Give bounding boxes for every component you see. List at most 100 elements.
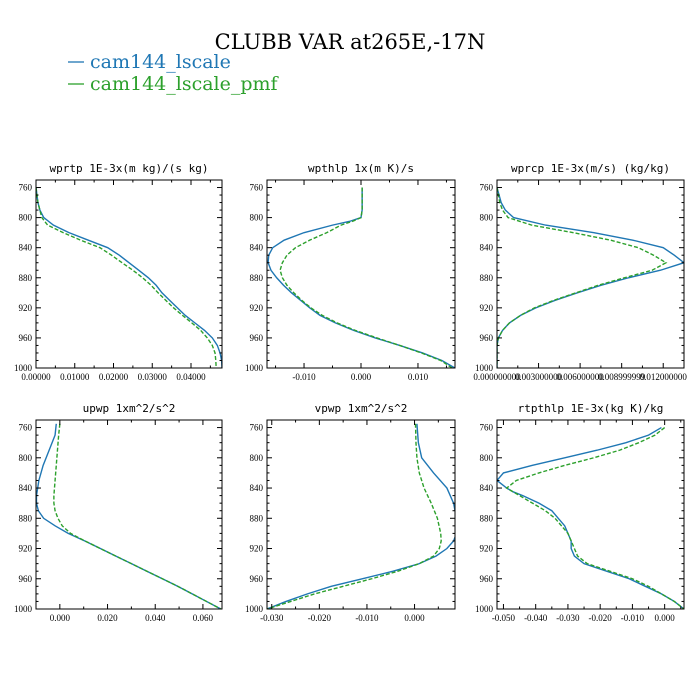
y-tick-label: 920 [19, 544, 33, 554]
series-line-lscale-pmf [36, 187, 217, 368]
series-line-lscale-pmf [497, 187, 668, 368]
legend: cam144_lscale cam144_lscale_pmf [68, 51, 280, 95]
plot-frame [496, 179, 685, 369]
y-tick-label: 800 [480, 213, 494, 223]
y-tick-label: 840 [19, 483, 33, 493]
x-tick-label: 0.060 [193, 613, 214, 623]
series-line-lscale [36, 187, 222, 368]
x-tick-label: 0.000 [351, 372, 372, 382]
y-tick-label: 800 [19, 213, 33, 223]
x-tick-label: 0.03000 [138, 372, 168, 382]
x-tick-label: 0.01000 [60, 372, 90, 382]
y-tick-label: 920 [480, 303, 494, 313]
y-tick-label: 880 [19, 273, 33, 283]
y-tick-label: 920 [250, 303, 264, 313]
x-tick-label: -0.030 [556, 613, 580, 623]
plot-frame [496, 419, 685, 610]
y-tick-label: 840 [19, 243, 33, 253]
x-tick-label: 0.012000000 [640, 372, 688, 382]
y-tick-label: 760 [480, 183, 494, 193]
panel-3: wprcp 1E-3x(m/s) (kg/kg) 760 800 840 880 920 9… [473, 162, 687, 382]
panel-2: wpthlp 1x(m K)/s 760 800 840 880 920 960 1000 -0… [245, 162, 456, 382]
y-tick-label: 960 [480, 333, 494, 343]
y-tick-label: 1000 [245, 604, 264, 614]
y-tick-label: 920 [480, 544, 494, 554]
series-line-lscale [497, 426, 684, 609]
y-tick-label: 800 [19, 453, 33, 463]
series-line-lscale [497, 187, 684, 368]
series-line-lscale [36, 423, 222, 609]
legend-label-lscale: cam144_lscale [90, 51, 231, 73]
x-tick-label: 0.000 [404, 613, 425, 623]
series-group [36, 187, 222, 368]
x-tick-label: -0.030 [260, 613, 284, 623]
y-tick-label: 880 [250, 513, 264, 523]
x-tick-label: -0.010 [621, 613, 645, 623]
y-tick-label: 760 [250, 183, 264, 193]
panel-grid: wprtp 1E-3x(m kg)/(s kg) 760 800 840 880 920 9… [14, 162, 687, 623]
y-tick-label: 840 [480, 243, 494, 253]
series-line-lscale [267, 187, 455, 368]
y-tick-label: 1000 [245, 363, 264, 373]
panel-1: wprtp 1E-3x(m kg)/(s kg) 760 800 840 880 920 9… [14, 162, 223, 382]
x-tick-label: -0.050 [492, 613, 516, 623]
y-tick-label: 840 [250, 483, 264, 493]
series-line-lscale-pmf [505, 427, 684, 609]
x-tick-label: -0.010 [292, 372, 316, 382]
x-tick-label: -0.020 [589, 613, 613, 623]
panel-title: upwp 1xm^2/s^2 [83, 402, 176, 415]
y-tick-label: 1000 [475, 363, 494, 373]
y-tick-label: 840 [480, 483, 494, 493]
x-tick-label: 0.000000000 [473, 372, 521, 382]
y-tick-label: 880 [480, 273, 494, 283]
y-tick-label: 920 [250, 544, 264, 554]
panel-4: upwp 1xm^2/s^2 760 800 840 880 920 960 1000 0.00… [14, 402, 223, 623]
plot-frame [35, 419, 223, 610]
legend-label-pmf: cam144_lscale_pmf [90, 73, 280, 95]
x-tick-label: 0.008999999 [598, 372, 646, 382]
series-line-lscale-pmf [279, 187, 453, 368]
y-tick-label: 800 [250, 453, 264, 463]
y-tick-label: 800 [250, 213, 264, 223]
y-tick-label: 880 [250, 273, 264, 283]
y-tick-label: 760 [19, 423, 33, 433]
series-line-lscale-pmf [53, 423, 222, 609]
y-tick-label: 960 [250, 333, 264, 343]
x-tick-label: 0.006000000 [556, 372, 604, 382]
y-tick-label: 960 [250, 574, 264, 584]
y-tick-label: 880 [19, 513, 33, 523]
x-tick-label: -0.010 [355, 613, 379, 623]
series-group [267, 187, 455, 368]
x-tick-label: 0.02000 [99, 372, 129, 382]
y-tick-label: 760 [250, 423, 264, 433]
x-tick-label: 0.04000 [176, 372, 206, 382]
x-tick-label: -0.040 [524, 613, 548, 623]
series-line-lscale [267, 423, 455, 609]
figure-title: CLUBB VAR at265E,-17N [215, 30, 486, 54]
x-tick-label: 0.040 [145, 613, 166, 623]
panel-6: rtpthlp 1E-3x(kg K)/kg 760 800 840 880 920 960… [475, 402, 685, 623]
y-tick-label: 840 [250, 243, 264, 253]
y-tick-label: 1000 [14, 604, 33, 614]
plot-frame [266, 179, 456, 369]
plot-frame [266, 419, 456, 610]
x-tick-label: 0.000 [50, 613, 71, 623]
y-tick-label: 1000 [14, 363, 33, 373]
x-tick-label: 0.00000 [21, 372, 51, 382]
x-tick-label: 0.010 [408, 372, 429, 382]
series-group [497, 187, 684, 368]
y-tick-label: 1000 [475, 604, 494, 614]
series-group [36, 423, 222, 609]
y-tick-label: 760 [19, 183, 33, 193]
panel-title: vpwp 1xm^2/s^2 [315, 402, 408, 415]
y-tick-label: 760 [480, 423, 494, 433]
panel-title: rtpthlp 1E-3x(kg K)/kg [518, 402, 664, 415]
x-tick-label: 0.020 [97, 613, 118, 623]
y-tick-label: 880 [480, 513, 494, 523]
panel-title: wprtp 1E-3x(m kg)/(s kg) [50, 162, 209, 175]
x-tick-label: -0.020 [308, 613, 332, 623]
plot-frame [35, 179, 223, 369]
series-group [497, 426, 684, 609]
series-group [267, 423, 455, 609]
